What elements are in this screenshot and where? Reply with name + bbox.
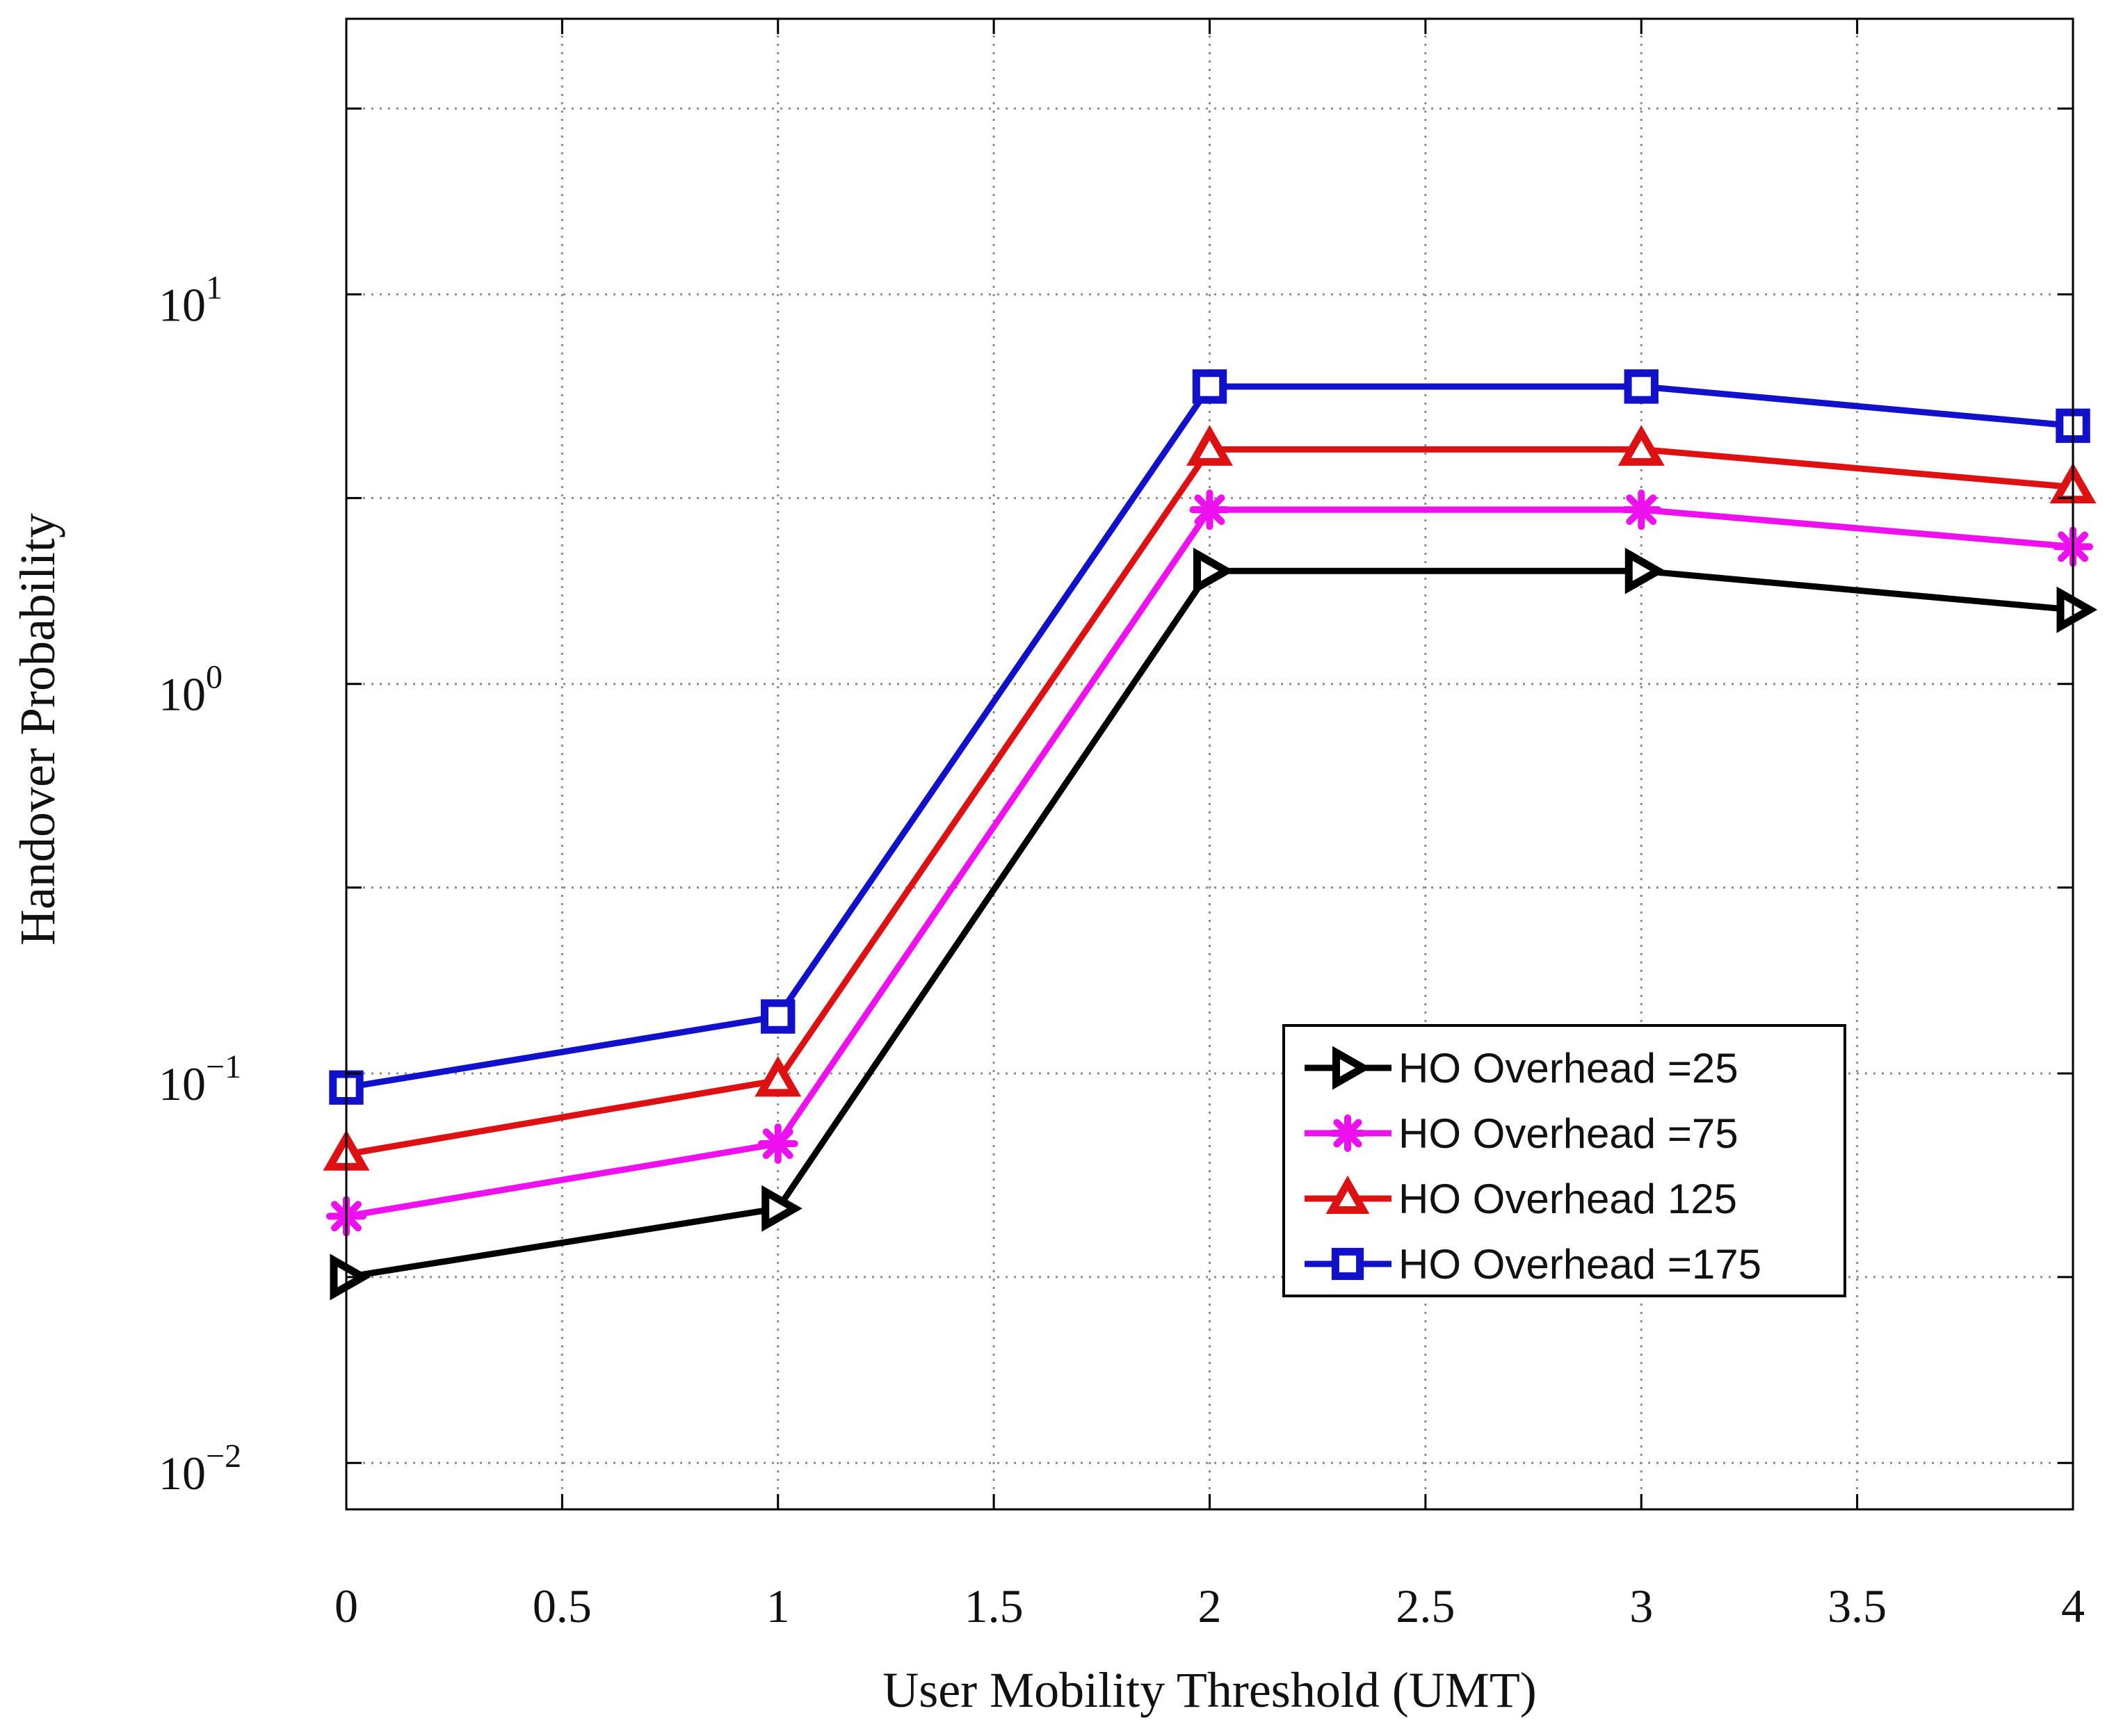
legend-label: HO Overhead =175 bbox=[1398, 1241, 1761, 1288]
legend-item: HO Overhead =175 bbox=[1305, 1241, 1761, 1288]
x-tick-label: 2.5 bbox=[1396, 1580, 1455, 1632]
x-tick-label: 1.5 bbox=[965, 1580, 1024, 1632]
data-point bbox=[1329, 1114, 1366, 1152]
legend: HO Overhead =25 HO Overhead =75 HO Overhea… bbox=[1282, 1024, 1846, 1297]
x-tick-label: 2 bbox=[1198, 1580, 1222, 1632]
series-4 bbox=[329, 369, 2090, 1105]
y-tick-exponent: 1 bbox=[206, 269, 223, 306]
y-tick-base: 10 bbox=[159, 1447, 206, 1500]
data-point bbox=[755, 1055, 802, 1097]
x-tick-label: 3 bbox=[1629, 1580, 1653, 1632]
series-1 bbox=[330, 547, 2098, 1301]
y-axis-title: Handover Probability bbox=[10, 513, 65, 946]
data-point bbox=[1332, 1046, 1371, 1090]
x-tick-label: 4 bbox=[2061, 1580, 2085, 1632]
data-point bbox=[1186, 425, 1233, 466]
data-point bbox=[1617, 425, 1665, 466]
y-tick-label: 101 bbox=[159, 269, 223, 331]
legend-label: HO Overhead =75 bbox=[1398, 1110, 1738, 1157]
legend-item: HO Overhead =75 bbox=[1305, 1110, 1738, 1157]
data-point bbox=[1193, 547, 1234, 594]
legend-item: HO Overhead =25 bbox=[1305, 1045, 1738, 1092]
x-tick-label: 3.5 bbox=[1827, 1580, 1887, 1632]
data-point bbox=[761, 999, 796, 1034]
legend-item: HO Overhead 125 bbox=[1305, 1175, 1737, 1222]
data-point bbox=[1325, 1175, 1370, 1214]
data-point bbox=[2056, 586, 2098, 633]
data-point bbox=[1331, 1247, 1364, 1281]
x-tick-label: 0 bbox=[334, 1580, 358, 1632]
data-point bbox=[1624, 369, 1659, 404]
x-axis-title: User Mobility Threshold (UMT) bbox=[882, 1662, 1537, 1718]
y-tick-base: 10 bbox=[159, 1057, 206, 1110]
y-tick-exponent: −2 bbox=[206, 1438, 241, 1475]
x-tick-label: 0.5 bbox=[533, 1580, 592, 1632]
y-tick-exponent: 0 bbox=[206, 659, 223, 696]
data-point bbox=[757, 1123, 798, 1165]
data-point bbox=[1192, 369, 1227, 404]
y-tick-label: 10−2 bbox=[159, 1438, 241, 1500]
y-tick-base: 10 bbox=[159, 278, 206, 331]
data-point bbox=[761, 1185, 802, 1232]
y-tick-base: 10 bbox=[159, 668, 206, 721]
y-tick-label: 10−1 bbox=[159, 1048, 241, 1110]
legend-label: HO Overhead =25 bbox=[1398, 1045, 1738, 1092]
legend-label: HO Overhead 125 bbox=[1398, 1176, 1737, 1222]
y-tick-exponent: −1 bbox=[206, 1048, 241, 1085]
data-point bbox=[1189, 489, 1230, 530]
data-point bbox=[1624, 547, 1666, 594]
y-tick-label: 100 bbox=[159, 659, 223, 721]
x-tick-label: 1 bbox=[766, 1580, 790, 1632]
data-point bbox=[1621, 489, 1662, 530]
